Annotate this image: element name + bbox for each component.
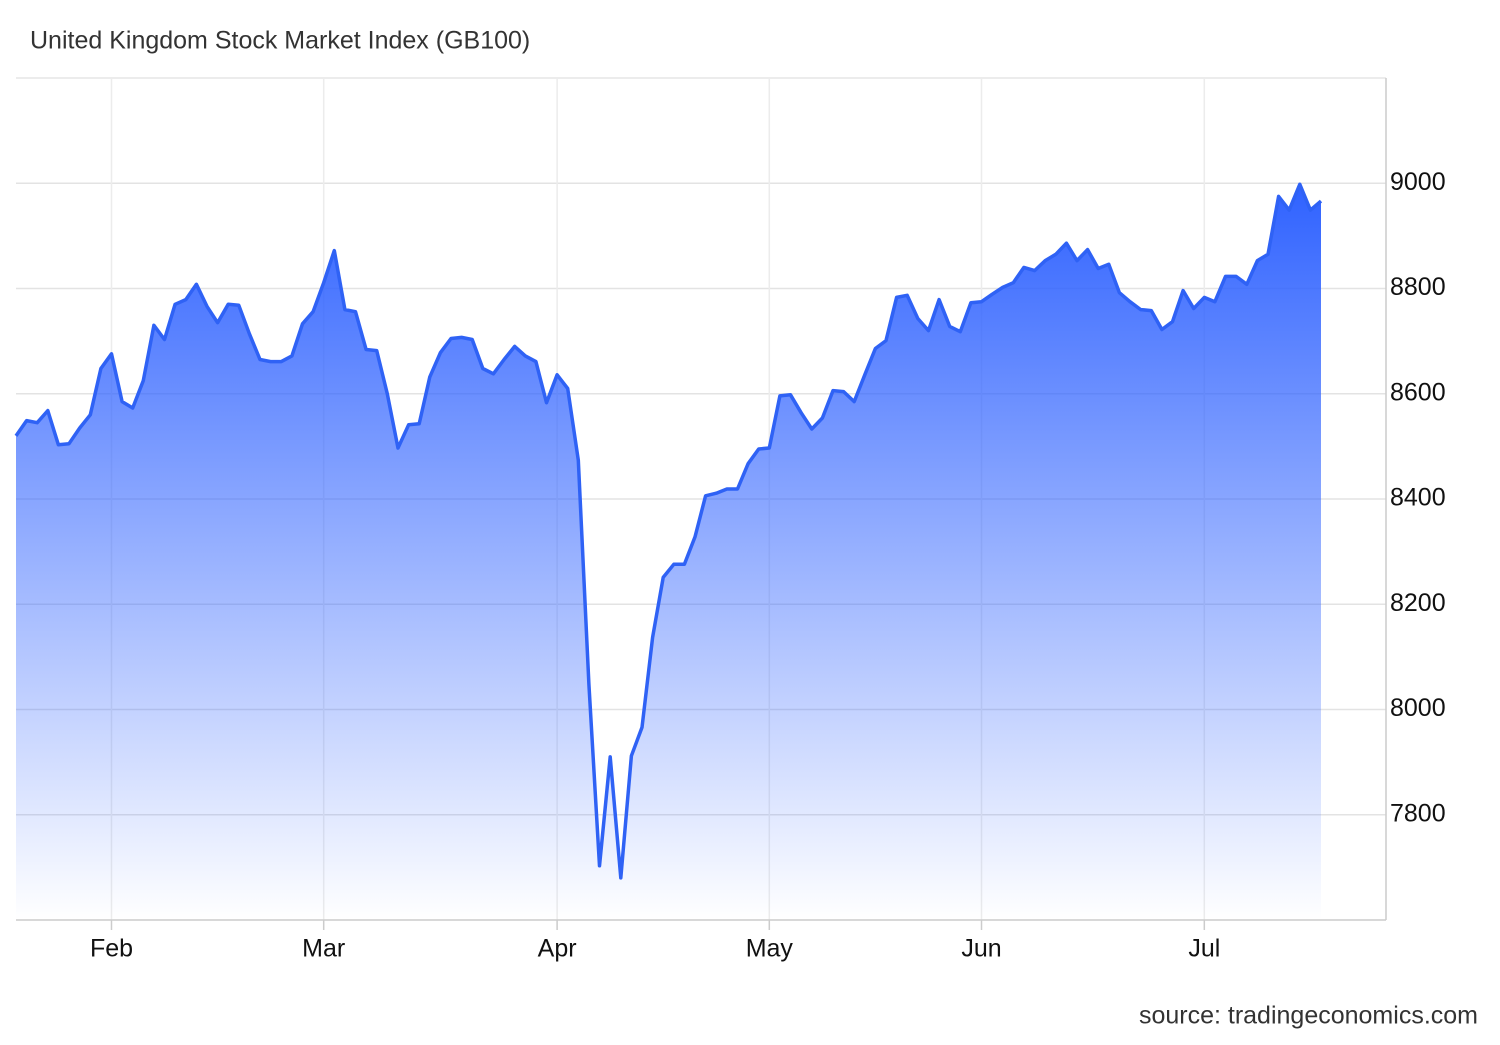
y-tick-label: 8600 — [1390, 378, 1446, 406]
area-fill — [16, 184, 1321, 921]
x-tick-label: Apr — [538, 935, 577, 963]
y-tick-label: 8000 — [1390, 694, 1446, 722]
chart-title: United Kingdom Stock Market Index (GB100… — [30, 27, 530, 55]
line — [14, 182, 1323, 880]
x-tick-label: Jul — [1188, 935, 1220, 963]
x-tick-label: Jun — [961, 935, 1001, 963]
y-tick-label: 8400 — [1390, 484, 1446, 512]
x-tick-label: Mar — [302, 935, 345, 963]
x-tick-label: May — [746, 935, 794, 963]
x-tick-label: Feb — [90, 935, 133, 963]
y-tick-label: 7800 — [1390, 799, 1446, 827]
y-tick-label: 9000 — [1390, 168, 1446, 196]
source-note: source: tradingeconomics.com — [1139, 1002, 1478, 1030]
y-tick-label: 8800 — [1390, 273, 1446, 301]
y-tick-label: 8200 — [1390, 589, 1446, 617]
